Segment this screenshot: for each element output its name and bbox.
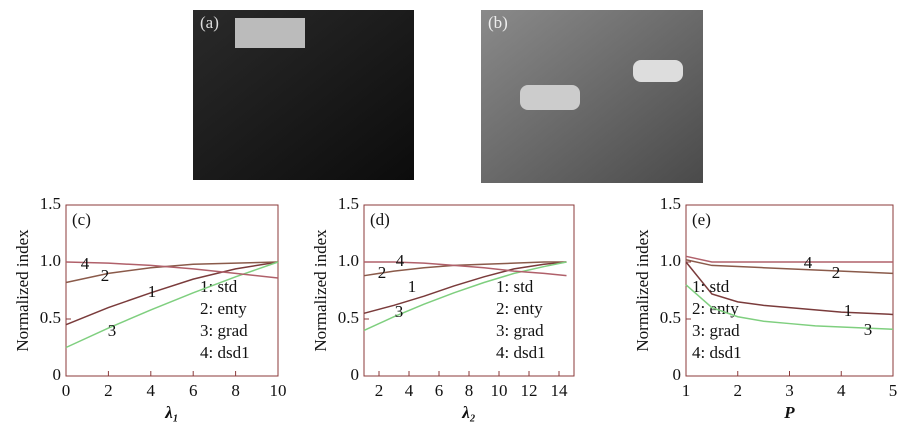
- legend-entry: 2: enty: [496, 299, 543, 318]
- y-axis-label: Normalized index: [311, 229, 330, 352]
- x-tick-label: 5: [889, 381, 898, 400]
- line-label: 4: [81, 254, 90, 273]
- y-tick-label: 0: [673, 365, 682, 384]
- legend-entry: 3: grad: [692, 321, 740, 340]
- image-label: (b): [488, 13, 508, 32]
- line-label: 3: [864, 320, 873, 339]
- x-tick-label: 2: [104, 381, 113, 400]
- legend-entry: 1: std: [496, 277, 534, 296]
- x-tick-label: 6: [189, 381, 198, 400]
- y-tick-label: 0: [53, 365, 62, 384]
- legend-entry: 4: dsd1: [692, 343, 742, 362]
- y-axis-label: Normalized index: [633, 229, 652, 352]
- line-label: 4: [396, 251, 405, 270]
- x-tick-label: 4: [147, 381, 156, 400]
- y-tick-label: 1.5: [338, 194, 359, 213]
- x-axis-label: P: [783, 403, 795, 422]
- legend-entry: 4: dsd1: [200, 343, 250, 362]
- legend-entry: 1: std: [692, 277, 730, 296]
- x-tick-label: 6: [435, 381, 444, 400]
- y-tick-label: 1.0: [660, 251, 681, 270]
- x-tick-label: 2: [375, 381, 384, 400]
- y-tick-label: 1.5: [660, 194, 681, 213]
- x-tick-label: 3: [785, 381, 794, 400]
- x-tick-label: 12: [521, 381, 538, 400]
- legend-entry: 2: enty: [200, 299, 247, 318]
- image-b: [481, 10, 703, 183]
- x-tick-label: 10: [270, 381, 287, 400]
- x-tick-label: 10: [491, 381, 508, 400]
- legend-entry: 3: grad: [496, 321, 544, 340]
- figure: (a) (b) 00.51.01.50246810Normalized inde…: [0, 0, 901, 426]
- image-b-detail: [520, 85, 580, 110]
- y-axis-label: Normalized index: [13, 229, 32, 352]
- line-label: 2: [378, 263, 387, 282]
- line-label: 2: [101, 266, 110, 285]
- panel-label: (e): [692, 210, 711, 229]
- y-tick-label: 0.5: [660, 308, 681, 327]
- x-tick-label: 8: [231, 381, 240, 400]
- x-tick-label: 2: [734, 381, 743, 400]
- line-label: 3: [395, 302, 404, 321]
- line-label: 1: [408, 277, 417, 296]
- panel-label: (c): [72, 210, 91, 229]
- x-tick-label: 8: [465, 381, 474, 400]
- y-tick-label: 1.0: [40, 251, 61, 270]
- line-label: 4: [804, 253, 813, 272]
- y-tick-label: 0: [351, 365, 360, 384]
- x-axis-label: λ₁: [164, 403, 178, 422]
- line-label: 2: [832, 263, 841, 282]
- panel-label: (d): [370, 210, 390, 229]
- image-label: (a): [200, 13, 219, 32]
- legend-entry: 3: grad: [200, 321, 248, 340]
- x-axis-label: λ₂: [461, 403, 476, 422]
- x-tick-label: 1: [682, 381, 691, 400]
- legend-entry: 4: dsd1: [496, 343, 546, 362]
- x-tick-label: 14: [551, 381, 569, 400]
- line-series: [686, 256, 893, 262]
- y-tick-label: 1.5: [40, 194, 61, 213]
- line-label: 1: [844, 301, 853, 320]
- line-label: 3: [108, 321, 117, 340]
- image-b-detail: [633, 60, 683, 82]
- x-tick-label: 4: [837, 381, 846, 400]
- image-a-detail: [235, 18, 305, 48]
- x-tick-label: 0: [62, 381, 71, 400]
- y-tick-label: 0.5: [40, 308, 61, 327]
- legend-entry: 1: std: [200, 277, 238, 296]
- y-tick-label: 0.5: [338, 308, 359, 327]
- line-series: [66, 262, 278, 283]
- line-label: 1: [148, 282, 157, 301]
- y-tick-label: 1.0: [338, 251, 359, 270]
- x-tick-label: 4: [405, 381, 414, 400]
